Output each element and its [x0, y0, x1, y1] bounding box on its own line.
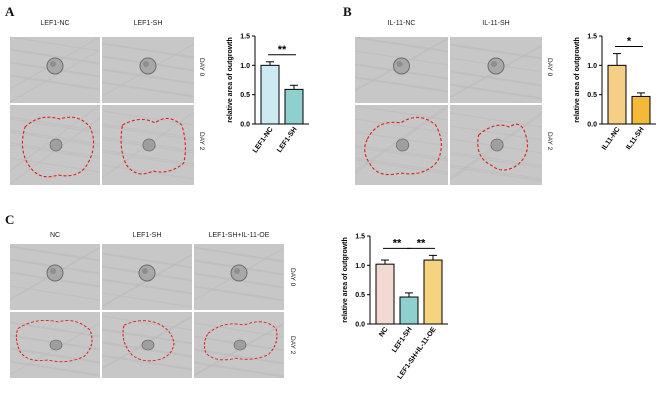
y-axis-label: relative area of outgrowth [227, 37, 234, 123]
y-tick-label: 0.5 [240, 92, 250, 99]
y-tick-label: 0.0 [240, 122, 250, 129]
column-label: IL-11-NC [387, 20, 416, 27]
y-axis-label: relative area of outgrowth [574, 37, 581, 123]
column-label: LEF1-NC [40, 20, 70, 27]
micrograph-day2 [10, 105, 100, 185]
y-tick-label: 1.5 [355, 234, 365, 241]
x-tick-label: LEF1-SH [391, 326, 413, 354]
bar [631, 95, 651, 125]
day-label: DAY 0 [546, 58, 553, 77]
day-label: DAY 2 [546, 132, 553, 151]
micrograph-day0 [194, 244, 284, 310]
significance-label: * [627, 36, 632, 48]
bar [607, 64, 627, 125]
y-tick-label: 1.0 [355, 263, 365, 270]
y-tick-label: 0.0 [355, 322, 365, 329]
micrograph-day0 [355, 37, 448, 103]
micrograph-day0 [10, 37, 100, 103]
bar [375, 263, 395, 325]
bar-chart-b: relative area of outgrowth 0.0 0.5 1.0 1.5 IL… [572, 30, 662, 200]
chart-svg: relative area of outgrowth 0.0 0.5 1.0 1.5 LE… [227, 34, 309, 154]
micrograph-day2 [450, 105, 542, 185]
y-tick-label: 0.5 [587, 92, 597, 99]
micrograph-day2 [10, 312, 100, 378]
micrograph-day0 [10, 244, 100, 310]
column-label: LEF1-SH+IL-11-OE [208, 232, 270, 239]
micrograph-day2 [194, 312, 284, 378]
y-tick-label: 0.5 [355, 292, 365, 299]
bar [260, 64, 280, 125]
day-label: DAY 0 [198, 58, 205, 77]
column-label: IL-11-SH [482, 20, 510, 27]
micrograph-day0 [102, 244, 192, 310]
chart-svg: relative area of outgrowth 0.0 0.5 1.0 1.5 NC… [342, 234, 448, 381]
column-label: LEF1-SH [132, 232, 162, 239]
micrograph-day0 [102, 37, 194, 103]
day-label: DAY 2 [289, 336, 296, 355]
micrograph-day2 [102, 105, 194, 185]
x-tick-label: NC [378, 326, 390, 338]
x-tick-label: LEF1-NC [252, 126, 275, 154]
y-axis-label: relative area of outgrowth [342, 237, 349, 323]
x-tick-label: IL11-NC [601, 126, 622, 151]
micrograph-day2 [355, 105, 448, 185]
y-tick-label: 1.5 [587, 34, 597, 41]
bar [399, 296, 419, 325]
y-tick-label: 1.0 [587, 63, 597, 70]
column-label: NC [49, 232, 61, 239]
chart-svg: relative area of outgrowth 0.0 0.5 1.0 1.5 IL… [574, 34, 656, 151]
significance-label: ** [417, 237, 426, 249]
micrograph-day2 [102, 312, 192, 378]
significance-label: ** [278, 44, 287, 56]
micrograph-day0 [450, 37, 542, 103]
significance-label: ** [393, 237, 402, 249]
day-label: DAY 2 [198, 132, 205, 151]
bar-chart-c: relative area of outgrowth 0.0 0.5 1.0 1.5 NC… [340, 230, 460, 395]
column-label: LEF1-SH [133, 20, 163, 27]
y-tick-label: 1.0 [240, 63, 250, 70]
y-tick-label: 0.0 [587, 122, 597, 129]
bar [423, 259, 443, 325]
panel-letter-b: B [343, 4, 352, 19]
x-tick-label: IL11-SH [625, 126, 645, 151]
x-tick-label: LEF1-SH [276, 126, 298, 154]
bar [284, 88, 304, 125]
y-tick-label: 1.5 [240, 34, 250, 41]
panel-letter-a: A [5, 4, 15, 19]
day-label: DAY 0 [289, 268, 296, 287]
panel-letter-c: C [5, 212, 15, 227]
bar-chart-a: relative area of outgrowth 0.0 0.5 1.0 1.5 LE… [225, 30, 315, 200]
